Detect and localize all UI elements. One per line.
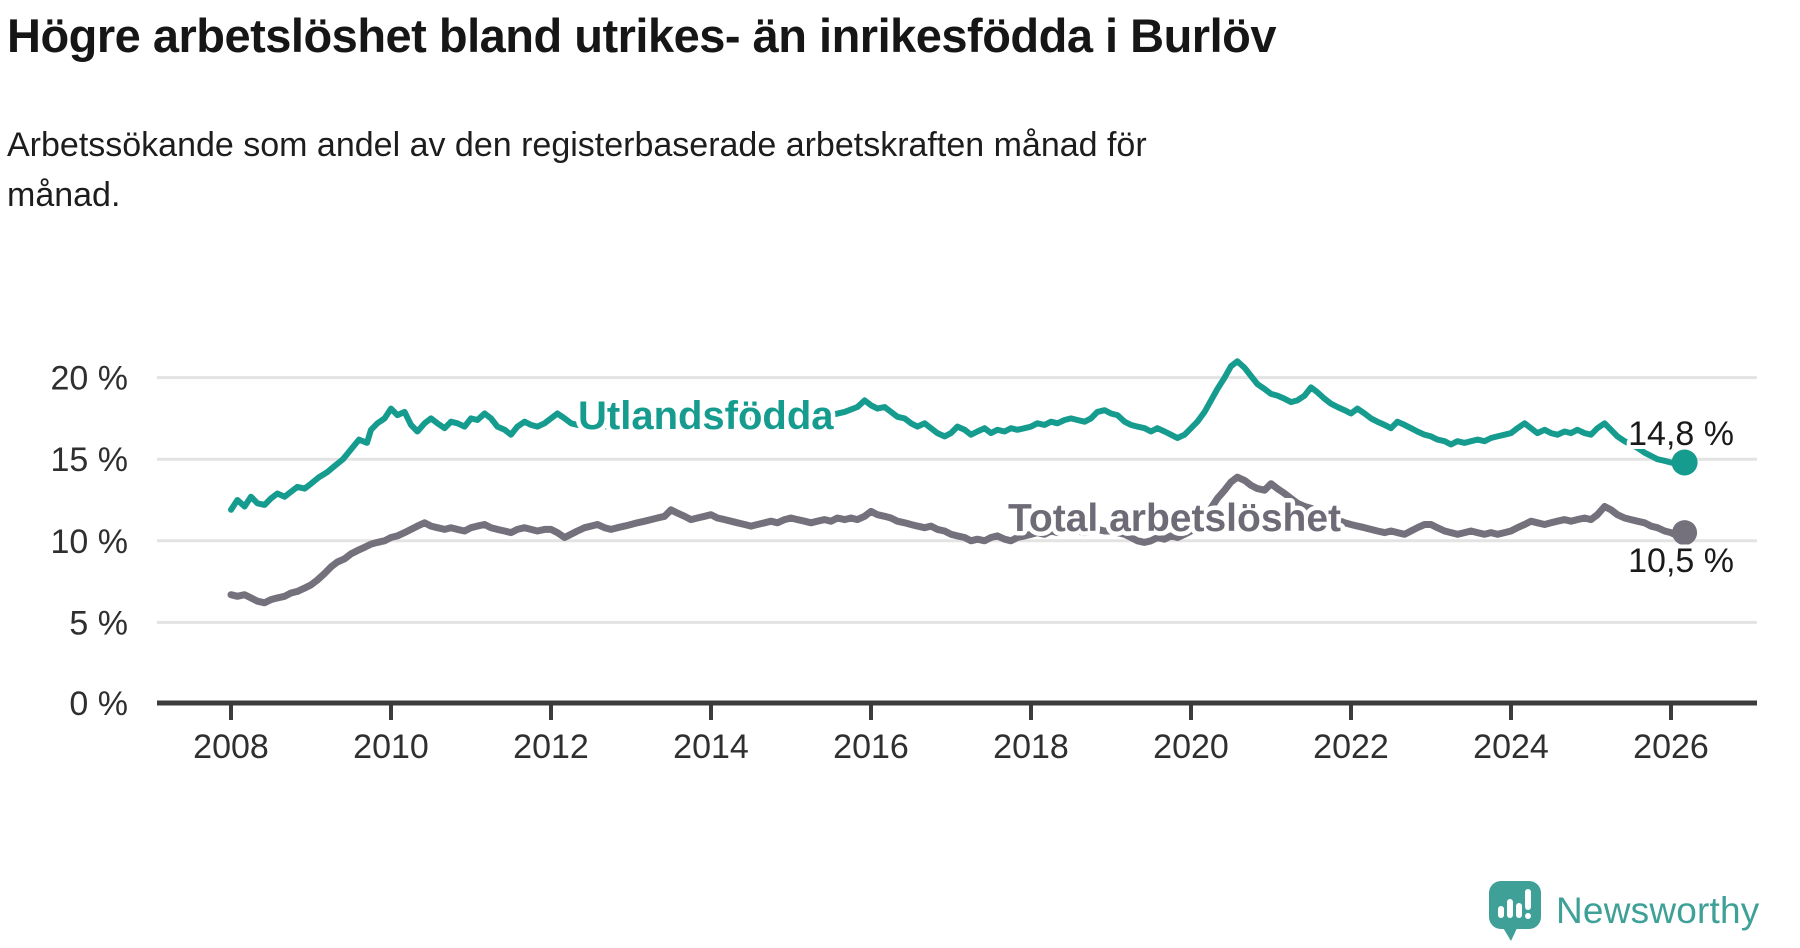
x-tick-label-2016: 2016: [833, 728, 909, 766]
logo-bar-1: [1498, 906, 1504, 918]
x-tick-label-2020: 2020: [1153, 728, 1229, 766]
x-tick-label-2014: 2014: [673, 728, 749, 766]
x-tick-label-2026: 2026: [1633, 728, 1709, 766]
end-value-label-total: 10,5 %: [1628, 542, 1734, 580]
series-end-dot-utlandsfodda: [1671, 449, 1698, 476]
logo-bar-3: [1516, 903, 1522, 918]
newsworthy-logo-icon: [1489, 881, 1541, 941]
chart-subtitle: Arbetssökande som andel av den registerb…: [7, 120, 1487, 220]
series-line-utlandsfodda: [228, 358, 1688, 513]
newsworthy-logo: Newsworthy: [1488, 880, 1760, 942]
end-value-label-utlandsfodda: 14,8 %: [1628, 415, 1734, 453]
logo-bar-2: [1507, 899, 1513, 918]
logo-bubble: [1489, 881, 1541, 929]
y-tick-label-0: 0 %: [69, 685, 128, 723]
x-tick-label-2024: 2024: [1473, 728, 1549, 766]
x-tick-label-2008: 2008: [193, 728, 269, 766]
newsworthy-logo-text: Newsworthy: [1556, 890, 1760, 931]
chart-subtitle-line-1: Arbetssökande som andel av den registerb…: [7, 126, 1147, 164]
x-tick-label-2012: 2012: [513, 728, 589, 766]
chart-title: Högre arbetslöshet bland utrikes- än inr…: [7, 9, 1277, 62]
y-tick-label-20: 20 %: [51, 360, 129, 398]
x-tick-label-2018: 2018: [993, 728, 1069, 766]
series-label-total: Total arbetslöshet: [1008, 497, 1341, 540]
y-tick-label-10: 10 %: [51, 523, 129, 561]
series-end-dot-total: [1672, 520, 1698, 546]
series-line-total: [227, 473, 1689, 607]
y-tick-label-5: 5 %: [69, 604, 128, 642]
x-tick-label-2010: 2010: [353, 728, 429, 766]
logo-exclamation-bar: [1525, 889, 1531, 910]
logo-bubble-tail: [1502, 926, 1518, 941]
logo-exclamation-dot: [1525, 913, 1531, 919]
x-tick-label-2022: 2022: [1313, 728, 1389, 766]
chart-subtitle-line-2: månad.: [7, 176, 121, 214]
series-label-utlandsfodda: Utlandsfödda: [578, 394, 834, 438]
y-tick-label-15: 15 %: [51, 441, 129, 479]
